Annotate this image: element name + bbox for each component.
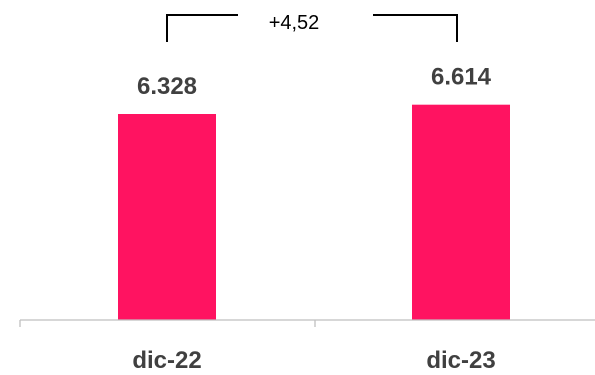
- difference-bracket-right: [373, 14, 458, 42]
- difference-label: +4,52: [269, 12, 320, 34]
- bar-dic-23: [412, 104, 510, 320]
- bar-dic-22: [118, 114, 216, 320]
- x-tick-label-dic-22: dic-22: [132, 347, 201, 374]
- data-label-dic-23: 6.614: [431, 64, 492, 91]
- x-tick-label-dic-23: dic-23: [426, 347, 495, 374]
- bars-group: [118, 104, 510, 320]
- data-label-dic-22: 6.328: [137, 73, 197, 100]
- difference-bracket-left: [166, 14, 238, 42]
